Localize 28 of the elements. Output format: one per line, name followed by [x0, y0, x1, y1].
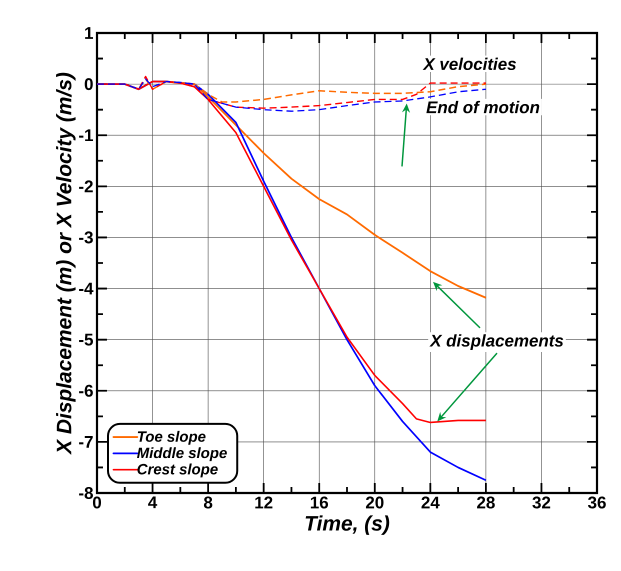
x-tick-label: 0: [92, 496, 102, 509]
x-tick-label: 8: [204, 496, 212, 509]
y-tick-label: -3: [79, 231, 93, 244]
y-tick-label: -5: [79, 334, 94, 346]
legend-label: Middle slope: [137, 447, 227, 462]
x-tick-label: 20: [366, 496, 384, 509]
y-tick-label: -1: [79, 129, 94, 142]
y-tick-label: -8: [79, 487, 93, 499]
x-tick-label: 32: [532, 496, 550, 509]
x-tick-label: 36: [588, 496, 606, 509]
annotation: X displacements: [429, 334, 564, 350]
annotation: End of motion: [426, 100, 540, 114]
y-tick-label: -6: [79, 384, 93, 397]
legend-label: Crest slope: [137, 464, 218, 478]
x-tick-label: 24: [422, 496, 440, 508]
x-tick-label: 16: [310, 496, 328, 509]
y-tick-label: -2: [79, 180, 93, 192]
y-tick-label: -4: [79, 282, 94, 294]
y-tick-label: -7: [79, 436, 93, 448]
y-tick-label: 1: [85, 27, 94, 39]
x-tick-label: 12: [255, 496, 272, 508]
x-tick-label: 28: [477, 496, 495, 509]
x-axis-title: Time, (s): [306, 515, 390, 535]
legend-label: Toe slope: [138, 430, 206, 445]
x-tick-label: 4: [148, 496, 158, 508]
y-axis-title: X Displacement (m) or X Velocity (m/s): [56, 72, 76, 455]
y-tick-label: 0: [84, 78, 93, 90]
annotation: X velocities: [422, 58, 516, 70]
